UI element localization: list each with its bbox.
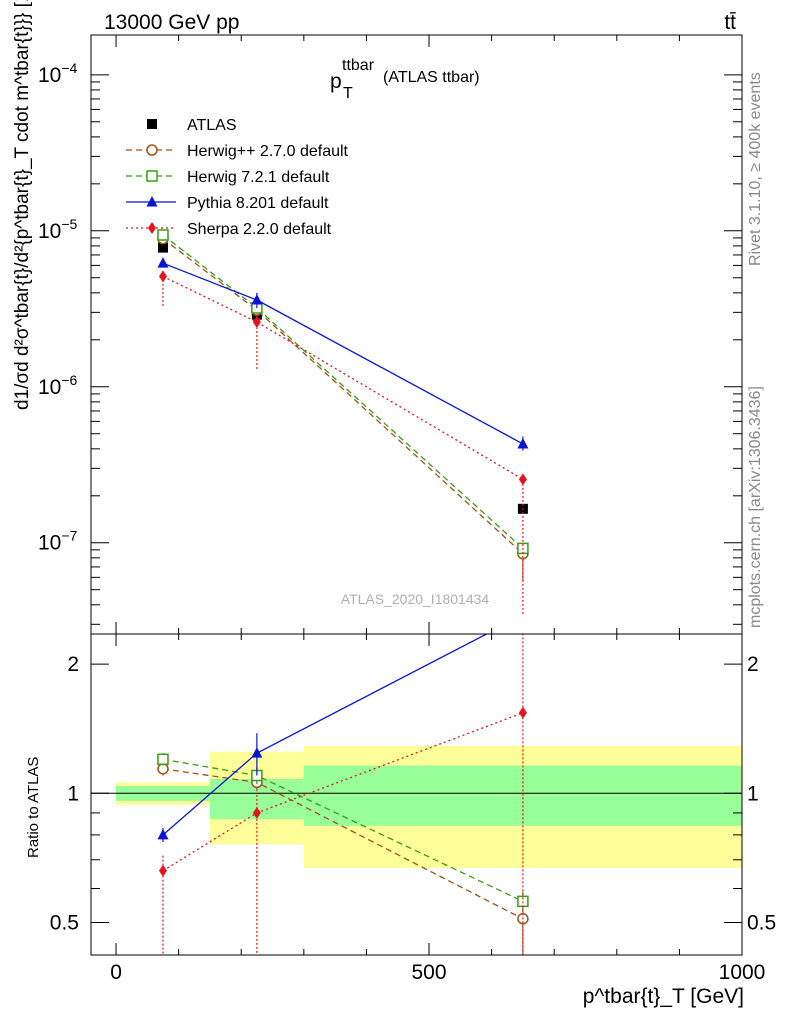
mcplots-label: mcplots.cern.ch [arXiv:1306.3436] xyxy=(747,386,764,628)
ratio-y-tick-label-right: 0.5 xyxy=(747,911,776,934)
ratio-y-tick-label: 1 xyxy=(67,782,79,805)
ratio-point xyxy=(157,753,169,766)
y-tick-label: 10−6 xyxy=(38,372,78,399)
data-point xyxy=(251,294,263,305)
data-point xyxy=(157,257,169,268)
series-4 xyxy=(158,270,527,614)
legend-marker xyxy=(147,119,157,129)
y-axis-label-ratio: Ratio to ATLAS xyxy=(25,757,42,858)
ratio-series-3 xyxy=(158,634,527,955)
series-1 xyxy=(157,232,529,581)
ratio-y-tick-label: 0.5 xyxy=(50,911,79,934)
ratio-point xyxy=(517,609,528,620)
series-line xyxy=(162,262,524,445)
y-tick-label: 10−7 xyxy=(38,528,78,555)
y-axis-label-main: d1/σd d²σ^tbar{t}/d²{p^tbar{t}_T cdot m^… xyxy=(12,0,33,410)
legend-label: ATLAS xyxy=(187,117,237,134)
legend-label: Herwig++ 2.7.0 default xyxy=(187,143,349,160)
header-left: 13000 GeV pp xyxy=(104,11,239,34)
data-point xyxy=(158,270,167,283)
ratio-frame xyxy=(90,633,743,956)
series-line xyxy=(162,238,524,555)
ratio-point xyxy=(252,806,261,819)
series-3 xyxy=(157,257,529,451)
y-tick-label: 10−5 xyxy=(38,216,78,243)
plot-title-sub: T xyxy=(343,85,353,102)
plot-title-sup: ttbar xyxy=(342,57,375,74)
header-right: tt̄ xyxy=(724,11,736,34)
legend-marker xyxy=(146,196,158,207)
ratio-point xyxy=(157,828,169,840)
main-panel: 10−7 10−6 10−5 10−4 xyxy=(38,34,743,635)
x-tick-label: 1000 xyxy=(719,961,766,984)
series-line xyxy=(162,234,524,549)
x-axis-label: p^tbar{t}_T [GeV] xyxy=(583,985,744,1008)
series-line xyxy=(162,275,524,480)
legend-label: Sherpa 2.2.0 default xyxy=(187,221,332,238)
ratio-y-tick-label-right: 1 xyxy=(747,782,759,805)
plot-title-main: p xyxy=(330,70,342,93)
ratio-y-tick-label: 2 xyxy=(67,653,79,676)
ratio-series-2 xyxy=(157,609,528,843)
data-point xyxy=(517,437,529,449)
data-point xyxy=(157,229,169,241)
legend: ATLAS Herwig++ 2.7.0 default Herwig 7.2.1 … xyxy=(126,117,349,238)
ratio-point xyxy=(518,706,527,719)
data-point xyxy=(518,473,527,486)
legend-marker xyxy=(146,144,158,156)
legend-label: Pythia 8.201 default xyxy=(187,195,329,212)
rivet-label: Rivet 3.1.10, ≥ 400k events xyxy=(747,72,764,266)
ratio-point xyxy=(158,864,167,877)
series-2 xyxy=(157,229,529,555)
ratio-point xyxy=(251,747,263,758)
plot-title-rest: (ATLAS ttbar) xyxy=(383,69,480,86)
ratio-y-tick-label-right: 2 xyxy=(747,653,759,676)
x-tick-label: 0 xyxy=(110,961,122,984)
ratio-panel: 0 500 1000 0.5 0.5 1 1 2 2 xyxy=(50,609,776,984)
legend-label: Herwig 7.2.1 default xyxy=(187,169,330,186)
x-tick-label: 500 xyxy=(411,961,446,984)
watermark: ATLAS_2020_I1801434 xyxy=(341,591,490,607)
data-point xyxy=(252,316,261,329)
data-point xyxy=(157,242,168,253)
plot-title: p xyxy=(330,70,342,93)
legend-marker xyxy=(148,222,156,234)
legend-marker xyxy=(146,170,158,182)
y-tick-label: 10−4 xyxy=(38,60,78,87)
band-inner xyxy=(303,765,742,826)
